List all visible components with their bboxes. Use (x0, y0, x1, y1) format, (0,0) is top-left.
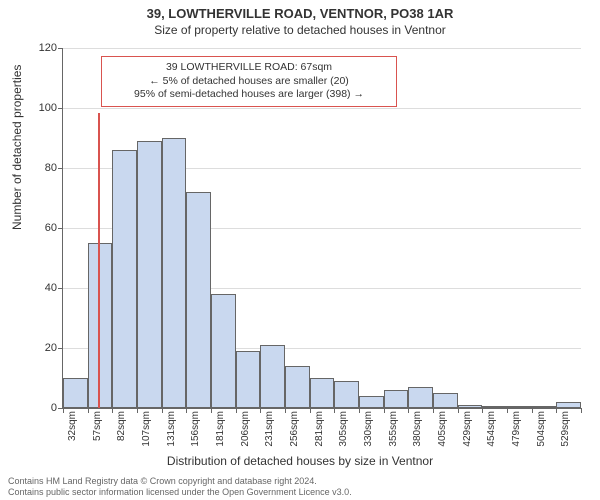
ytick-mark (58, 228, 63, 229)
histogram-bar (408, 387, 433, 408)
ytick-label: 20 (27, 342, 57, 354)
xtick-mark (334, 408, 335, 413)
histogram-bar (433, 393, 458, 408)
xtick-mark (285, 408, 286, 413)
marker-line (98, 113, 100, 408)
xtick-mark (137, 408, 138, 413)
footer-line-1: Contains HM Land Registry data © Crown c… (8, 476, 352, 487)
xtick-mark (408, 408, 409, 413)
xtick-mark (236, 408, 237, 413)
histogram-bar (556, 402, 581, 408)
plot: 02040608010012032sqm57sqm82sqm107sqm131s… (62, 48, 581, 409)
xtick-mark (63, 408, 64, 413)
histogram-bar (458, 405, 483, 408)
gridline-h (63, 48, 581, 49)
xtick-mark (310, 408, 311, 413)
ytick-label: 100 (27, 102, 57, 114)
xtick-mark (88, 408, 89, 413)
y-axis-label: Number of detached properties (10, 65, 24, 230)
title-main: 39, LOWTHERVILLE ROAD, VENTNOR, PO38 1AR (0, 0, 600, 21)
footer-attribution: Contains HM Land Registry data © Crown c… (8, 476, 352, 498)
xtick-mark (507, 408, 508, 413)
annotation-line: 39 LOWTHERVILLE ROAD: 67sqm (110, 61, 388, 75)
histogram-bar (384, 390, 409, 408)
histogram-bar (334, 381, 359, 408)
histogram-bar (482, 406, 507, 408)
ytick-mark (58, 348, 63, 349)
xtick-mark (532, 408, 533, 413)
xtick-mark (359, 408, 360, 413)
histogram-bar (88, 243, 113, 408)
histogram-bar (507, 406, 532, 408)
ytick-mark (58, 108, 63, 109)
xtick-mark (112, 408, 113, 413)
xtick-mark (458, 408, 459, 413)
ytick-label: 120 (27, 42, 57, 54)
xtick-mark (581, 408, 582, 413)
gridline-h (63, 108, 581, 109)
xtick-mark (186, 408, 187, 413)
histogram-bar (186, 192, 211, 408)
histogram-bar (310, 378, 335, 408)
ytick-label: 60 (27, 222, 57, 234)
histogram-bar (260, 345, 285, 408)
xtick-mark (260, 408, 261, 413)
ytick-label: 0 (27, 402, 57, 414)
xtick-mark (556, 408, 557, 413)
xtick-mark (211, 408, 212, 413)
xtick-mark (162, 408, 163, 413)
annotation-line: 95% of semi-detached houses are larger (… (110, 88, 388, 102)
histogram-bar (211, 294, 236, 408)
histogram-bar (162, 138, 187, 408)
footer-line-2: Contains public sector information licen… (8, 487, 352, 498)
xtick-mark (384, 408, 385, 413)
ytick-mark (58, 288, 63, 289)
histogram-bar (236, 351, 261, 408)
chart-area: 02040608010012032sqm57sqm82sqm107sqm131s… (62, 48, 580, 408)
ytick-mark (58, 48, 63, 49)
histogram-bar (532, 406, 557, 408)
histogram-bar (63, 378, 88, 408)
histogram-bar (137, 141, 162, 408)
annotation-box: 39 LOWTHERVILLE ROAD: 67sqm← 5% of detac… (101, 56, 397, 107)
histogram-bar (112, 150, 137, 408)
chart-container: 39, LOWTHERVILLE ROAD, VENTNOR, PO38 1AR… (0, 0, 600, 500)
ytick-label: 80 (27, 162, 57, 174)
annotation-line: ← 5% of detached houses are smaller (20) (110, 75, 388, 89)
ytick-label: 40 (27, 282, 57, 294)
xtick-mark (433, 408, 434, 413)
ytick-mark (58, 168, 63, 169)
histogram-bar (359, 396, 384, 408)
title-sub: Size of property relative to detached ho… (0, 21, 600, 37)
x-axis-label: Distribution of detached houses by size … (0, 454, 600, 468)
histogram-bar (285, 366, 310, 408)
xtick-mark (482, 408, 483, 413)
